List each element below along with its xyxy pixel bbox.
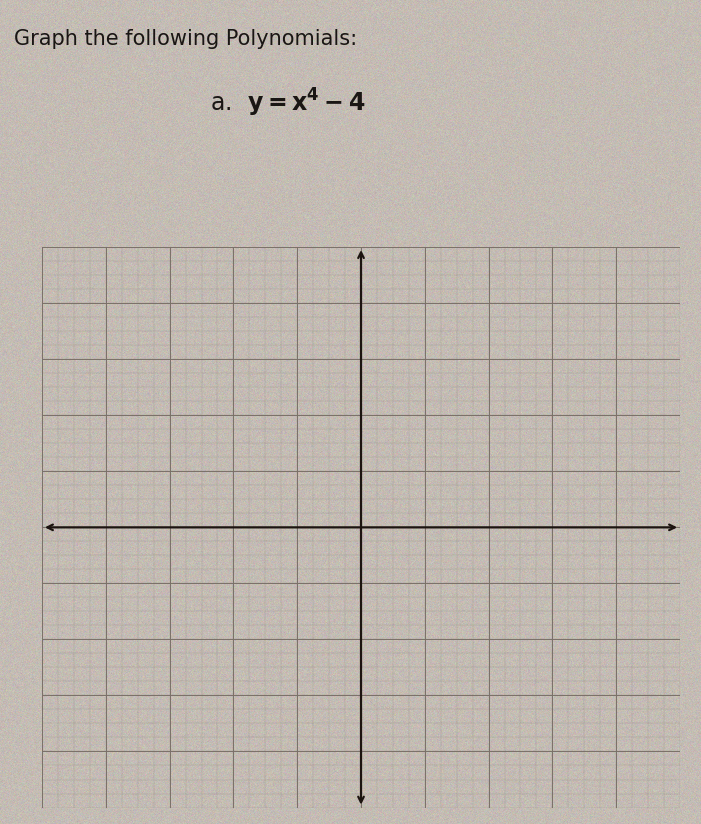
Text: Graph the following Polynomials:: Graph the following Polynomials: (14, 29, 357, 49)
Text: a.  $\mathbf{y = x^4 - 4}$: a. $\mathbf{y = x^4 - 4}$ (210, 87, 366, 119)
